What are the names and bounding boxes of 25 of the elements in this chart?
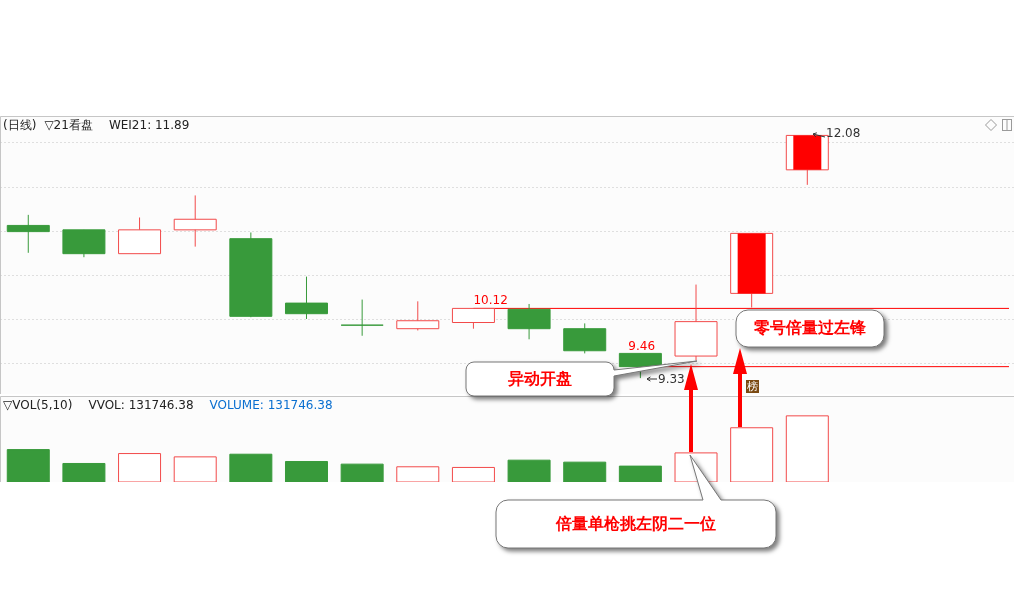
bar: [563, 461, 607, 482]
candlestick: [6, 214, 50, 254]
candlestick: [340, 299, 384, 337]
badge: 榜: [746, 380, 759, 393]
text: VOLUME: 131746.38: [209, 398, 333, 412]
chart-subtitle: ▽21看盘: [44, 118, 93, 132]
bar: [507, 459, 551, 482]
chart-title: (日线): [3, 118, 37, 132]
text: VVOL: 131746.38: [88, 398, 194, 412]
bar: [6, 449, 50, 482]
bar: [285, 460, 328, 482]
annotation: 9.33: [658, 372, 685, 386]
annotation: 零号倍量过左锋: [754, 318, 866, 339]
annotation: WEI21: 11.89: [108, 118, 190, 132]
bar: [340, 463, 384, 482]
ref-line-label: 10.12: [473, 293, 508, 308]
bar: [618, 465, 662, 482]
bar: [62, 462, 106, 482]
text: 倍量单枪挑左阴二一位: [556, 513, 716, 535]
ref-line-label: 9.46: [628, 338, 656, 353]
annotation: 12.08: [826, 126, 861, 140]
chart-title: ▽VOL(5,10): [3, 398, 73, 412]
annotation: 异动开盘: [508, 368, 572, 390]
candlestick: [396, 300, 440, 331]
bar: [229, 453, 273, 482]
